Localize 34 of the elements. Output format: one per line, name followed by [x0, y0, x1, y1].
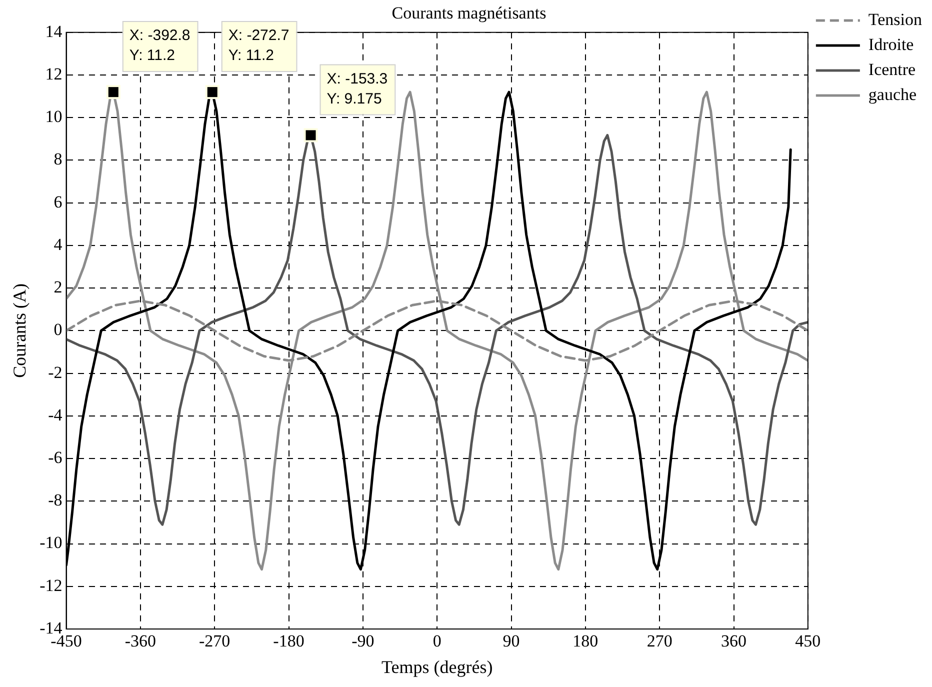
y-tick-label: -4: [48, 405, 63, 424]
x-tick-label: 180: [572, 632, 598, 651]
annotation: X: -153.3 Y: 9.175: [326, 70, 388, 108]
x-tick-label: -180: [273, 632, 304, 651]
y-tick-label: -12: [40, 576, 62, 595]
annotation: X: -272.7 Y: 11.2: [228, 27, 290, 64]
y-tick-label: 12: [45, 64, 62, 84]
y-tick-label: 2: [54, 278, 62, 297]
x-axis-title: Temps (degrés): [381, 656, 493, 677]
y-tick-label: -6: [48, 448, 62, 468]
legend-label: Tension: [868, 10, 922, 29]
x-tick-label: 450: [795, 632, 821, 651]
y-tick-label: 6: [54, 192, 62, 212]
y-tick-label: 8: [54, 150, 62, 169]
y-tick-label: -10: [40, 533, 62, 552]
legend-label: Idroite: [868, 34, 914, 54]
y-tick-label: 14: [45, 22, 63, 41]
x-tick-label: 90: [502, 632, 520, 651]
y-axis-title: Courants (A): [10, 283, 30, 378]
chart-title: Courants magnétisants: [392, 4, 546, 23]
x-tick-label: 360: [721, 632, 747, 651]
legend-label: gauche: [868, 84, 917, 104]
y-tick-label: 10: [45, 107, 62, 126]
x-tick-label: -360: [124, 632, 156, 651]
annotation: X: -392.8 Y: 11.2: [129, 27, 190, 64]
x-tick-label: -90: [352, 632, 374, 651]
y-tick-label: -2: [48, 362, 62, 382]
x-tick-label: -270: [199, 632, 230, 651]
y-tick-label: 4: [54, 234, 63, 254]
legend-label: Icentre: [868, 60, 916, 79]
y-tick-label: -8: [48, 490, 62, 510]
y-tick-label: 0: [54, 320, 62, 340]
x-tick-label: 0: [432, 632, 442, 651]
x-tick-label: 270: [646, 632, 672, 651]
